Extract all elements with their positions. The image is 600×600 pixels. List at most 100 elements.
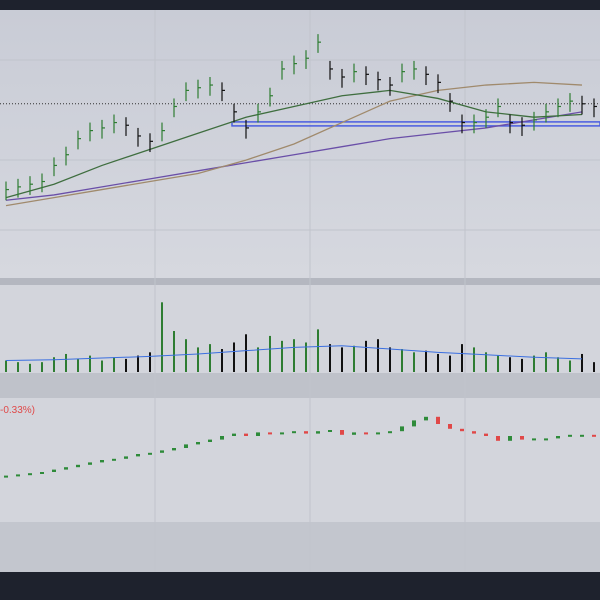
lower-candle (88, 462, 92, 465)
volume-bar (521, 358, 523, 372)
volume-bar (161, 302, 163, 372)
lower-candle (424, 416, 428, 421)
lower-candle (124, 456, 128, 459)
lower-candle (4, 475, 8, 478)
volume-bar (125, 358, 127, 372)
volume-bar (389, 347, 391, 372)
volume-bar (449, 355, 451, 372)
lower-candle (388, 431, 392, 434)
lower-candle (160, 450, 164, 453)
separator (0, 373, 600, 398)
separator (0, 278, 600, 285)
volume-bar (101, 360, 103, 372)
volume-bar (485, 352, 487, 372)
volume-bar (569, 360, 571, 372)
lower-candle (484, 433, 488, 436)
lower-candle (184, 444, 188, 448)
volume-bar (245, 334, 247, 372)
lower-candle (256, 432, 260, 436)
volume-bar (509, 357, 511, 372)
volume-bar (5, 360, 7, 372)
volume-bar (77, 358, 79, 372)
lower-candle (364, 432, 368, 435)
volume-bar (197, 347, 199, 372)
volume-average (5, 345, 583, 362)
lower-candle (544, 438, 548, 441)
volume-bar (293, 339, 295, 372)
lower-candle (28, 473, 32, 476)
volume-bar (53, 357, 55, 372)
lower-candle (460, 428, 464, 432)
lower-candle (556, 436, 560, 439)
volume-bar (113, 357, 115, 372)
lower-candle (172, 448, 176, 451)
volume-bar (137, 355, 139, 372)
lower-candle (244, 433, 248, 436)
lower-candle (496, 436, 500, 441)
lower-candle (196, 442, 200, 445)
volume-bar (269, 335, 271, 372)
volume-bar (173, 331, 175, 372)
lower-candle (328, 430, 332, 432)
lower-candle (400, 426, 404, 432)
lower-candle (352, 432, 356, 435)
lower-candle (412, 420, 416, 427)
volume-bar (281, 340, 283, 372)
volume-bar (341, 347, 343, 372)
volume-bar (17, 362, 19, 372)
volume-bar (557, 357, 559, 372)
lower-candle (436, 416, 440, 424)
volume-bar (257, 347, 259, 372)
lower-candle (136, 454, 140, 457)
moving-average (5, 81, 583, 207)
top-bar (0, 0, 600, 10)
lower-candle (16, 474, 20, 477)
lower-candle (376, 432, 380, 435)
bottom-bar (0, 572, 600, 600)
lower-pane (0, 398, 600, 522)
lower-candle (532, 438, 536, 441)
volume-bar (65, 353, 67, 372)
volume-bar (329, 344, 331, 372)
lower-candle (592, 434, 596, 437)
lower-candle (268, 432, 272, 435)
volume-bar (473, 347, 475, 372)
volume-bar (365, 340, 367, 372)
lower-candle (304, 431, 308, 434)
indicator-label: -0.33%) (0, 405, 35, 416)
volume-bar (425, 350, 427, 372)
volume-bar (581, 353, 583, 372)
lower-candle (76, 464, 80, 468)
volume-bar (545, 352, 547, 372)
volume-bar (593, 362, 595, 372)
lower-candle (40, 472, 44, 474)
lower-candle (148, 452, 152, 455)
volume-bar (221, 349, 223, 372)
lower-candle (568, 434, 572, 437)
volume-bar (437, 353, 439, 372)
lower-candle (292, 431, 296, 434)
lower-candle (64, 467, 68, 470)
volume-bar (209, 344, 211, 372)
volume-bar (233, 342, 235, 372)
volume-bar (29, 363, 31, 372)
lower-candle (112, 458, 116, 461)
footer-band (0, 522, 600, 572)
support-zone (231, 121, 600, 127)
lower-candle (580, 434, 584, 437)
volume-bar (533, 355, 535, 372)
lower-candle (220, 436, 224, 440)
lower-candle (232, 433, 236, 436)
volume-bar (461, 344, 463, 372)
volume-bar (305, 342, 307, 372)
lower-candle (52, 469, 56, 472)
volume-bar (41, 362, 43, 372)
lower-candle (472, 431, 476, 434)
lower-candle (316, 431, 320, 434)
volume-bar (497, 355, 499, 372)
lower-candle (448, 424, 452, 429)
volume-bar (401, 349, 403, 372)
volume-bar (149, 352, 151, 372)
